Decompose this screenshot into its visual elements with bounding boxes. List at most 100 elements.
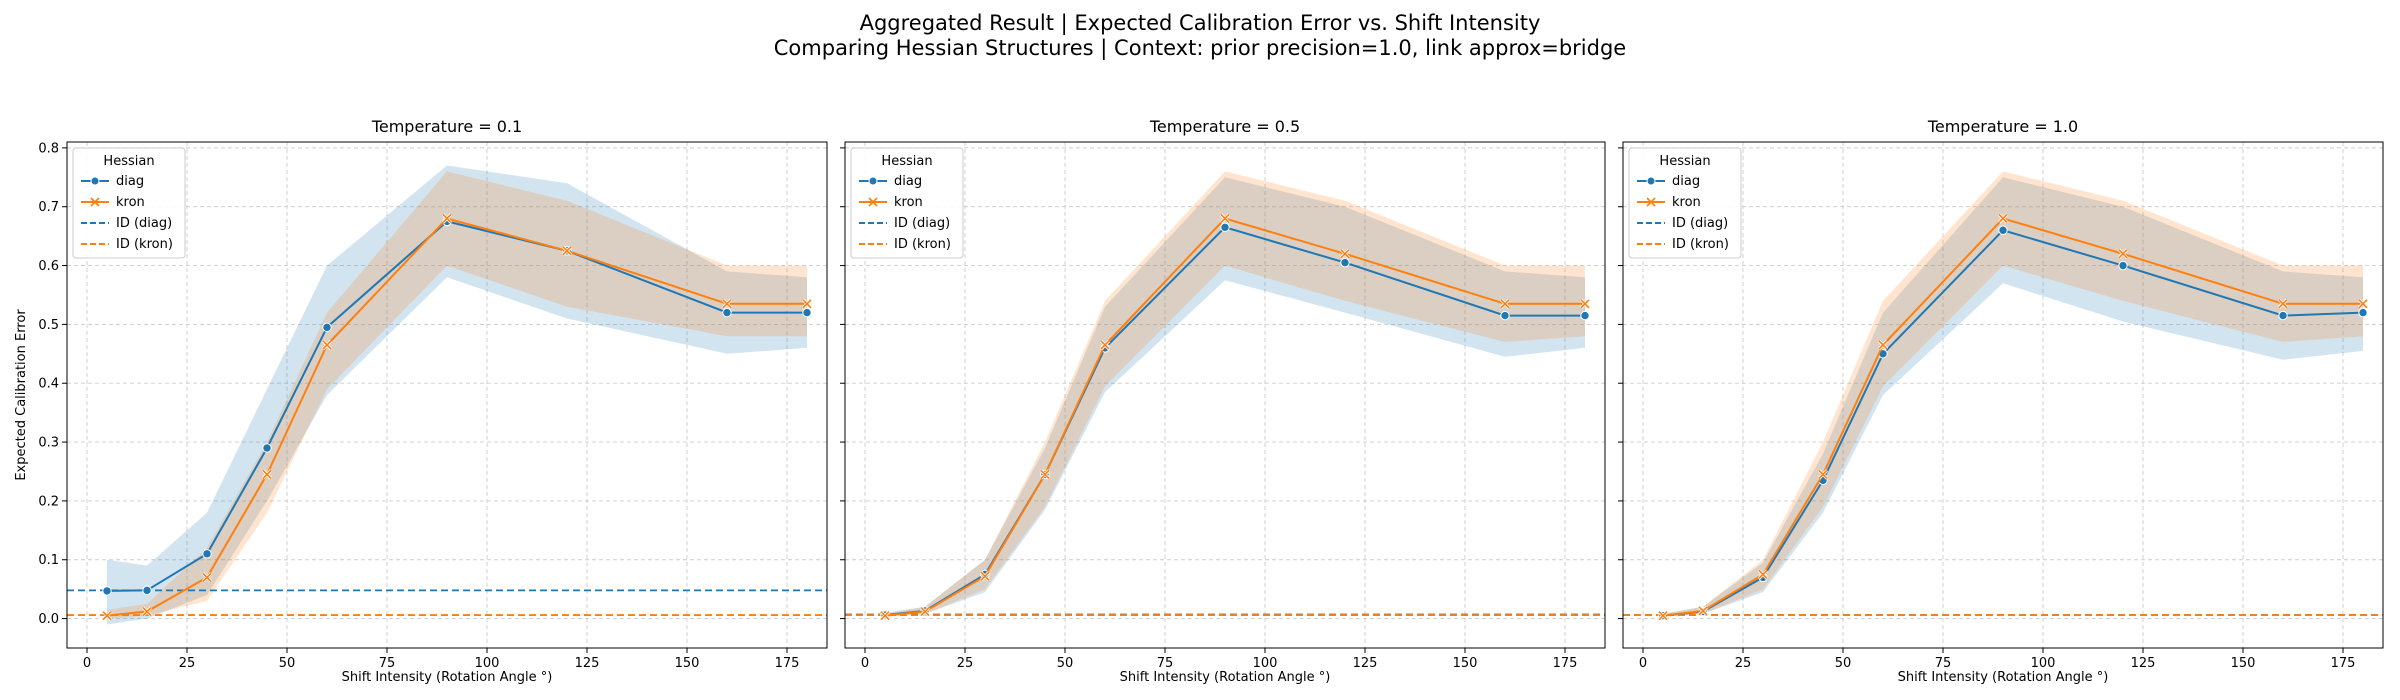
data-point-kron: [1997, 213, 2009, 224]
confidence-band-diag: [885, 177, 1585, 617]
marker-cross: [980, 571, 990, 581]
x-tick-label: 75: [1157, 656, 1174, 671]
data-point-kron: [1877, 339, 1889, 351]
x-axis-label: Shift Intensity (Rotation Angle °): [1898, 670, 2109, 685]
data-point-diag: [1998, 225, 2008, 235]
chart-panel-2: 0 25 50 75 100 125 150 175 Temperature = 0.5 Shif…: [840, 117, 1606, 685]
x-tick-label: 150: [2231, 656, 2256, 671]
data-point-kron: [1697, 605, 1709, 617]
data-point-kron: [2117, 248, 2129, 259]
y-tick-label: 0.6: [38, 259, 59, 274]
marker-cross: [442, 213, 452, 224]
x-tick-label: 100: [1253, 656, 1278, 671]
axes-frame: [66, 141, 828, 649]
data-point-kron: [1817, 469, 1829, 480]
marker-cross: [880, 611, 890, 621]
x-tick-label: 100: [475, 656, 500, 671]
panel-title: Temperature = 0.5: [1149, 117, 1300, 136]
legend-marker-cross: [1646, 197, 1656, 207]
plot-area: [67, 165, 827, 625]
x-tick-label: 100: [2031, 656, 2056, 671]
y-tick-label: 0.3: [38, 436, 59, 451]
data-point-kron: [1579, 298, 1591, 309]
y-tick-label: 0.4: [38, 377, 59, 392]
data-point-diag: [262, 443, 272, 453]
marker-cross: [2278, 299, 2288, 309]
plot-area: [1623, 171, 2383, 621]
x-tick-label: 175: [775, 656, 800, 671]
x-tick-label: 50: [1057, 656, 1074, 671]
marker-cross: [1998, 213, 2008, 224]
data-point-kron: [261, 469, 273, 480]
legend-entry-label: ID (kron): [894, 237, 951, 252]
y-tick-label: 0.8: [38, 141, 59, 156]
data-point-kron: [721, 298, 733, 309]
marker-cross: [1818, 469, 1828, 479]
legend-title: Hessian: [1659, 154, 1710, 169]
y-tick-label: 0.1: [38, 553, 59, 568]
data-point-kron: [1099, 339, 1111, 351]
legend-box: [72, 147, 186, 259]
figure-title-line2: Comparing Hessian Structures | Context: …: [774, 36, 1626, 61]
x-tick-label: 125: [575, 656, 600, 671]
data-point-kron: [441, 213, 453, 224]
chart-panels: 0 25 50 75 100 125 150 175 0.0 0.1 0.2 0.3 0.4 0.5 0.6…: [14, 117, 2384, 685]
figure-title-line1: Aggregated Result | Expected Calibration…: [860, 11, 1541, 36]
legend-box: [850, 147, 964, 259]
legend-marker-circle: [868, 176, 878, 186]
legend: Hessian diag kron ID (diag) ID (kron): [1628, 147, 1742, 259]
legend-title: Hessian: [881, 154, 932, 169]
x-tick-label: 25: [957, 656, 974, 671]
data-point-diag: [1340, 257, 1350, 268]
x-tick-label: 25: [179, 656, 196, 671]
x-tick-label: 25: [1735, 656, 1752, 671]
data-point-diag: [2118, 260, 2128, 271]
marker-cross: [1500, 299, 1510, 309]
x-axis-label: Shift Intensity (Rotation Angle °): [342, 670, 553, 685]
marker-cross: [1580, 299, 1590, 309]
data-point-diag: [102, 586, 112, 596]
legend-marker-circle: [1646, 176, 1656, 186]
x-tick-label: 150: [675, 656, 700, 671]
marker-cross: [322, 340, 332, 350]
y-tick-label: 0.7: [38, 200, 59, 215]
data-point-diag: [2278, 310, 2288, 321]
x-tick-label: 175: [1553, 656, 1578, 671]
data-point-diag: [1220, 222, 1230, 233]
data-point-kron: [141, 606, 153, 617]
x-tick-label: 125: [2131, 656, 2156, 671]
confidence-band-kron: [107, 171, 807, 619]
marker-cross: [202, 572, 212, 582]
marker-cross: [1340, 249, 1350, 259]
marker-cross: [802, 299, 812, 309]
x-tick-label: 150: [1453, 656, 1478, 671]
data-point-kron: [1757, 569, 1769, 580]
data-point-kron: [919, 606, 931, 617]
marker-cross: [2118, 249, 2128, 259]
data-point-kron: [2277, 298, 2289, 309]
marker-cross: [1658, 611, 1668, 621]
confidence-band-diag: [107, 165, 807, 625]
legend-entry-label: kron: [1672, 195, 1701, 210]
x-tick-label: 50: [279, 656, 296, 671]
x-axis-label: Shift Intensity (Rotation Angle °): [1120, 670, 1331, 685]
legend-box: [1628, 147, 1742, 259]
confidence-band-diag: [1663, 177, 2363, 617]
legend-entry-label: kron: [894, 195, 923, 210]
y-tick-label: 0.2: [38, 494, 59, 509]
data-point-kron: [1219, 213, 1231, 224]
x-tick-label: 0: [1639, 656, 1647, 671]
confidence-band-kron: [1663, 171, 2363, 617]
x-tick-label: 75: [379, 656, 396, 671]
marker-cross: [562, 246, 572, 256]
legend: Hessian diag kron ID (diag) ID (kron): [72, 147, 186, 259]
data-point-kron: [1039, 469, 1051, 480]
data-point-diag: [322, 322, 332, 333]
data-point-kron: [2357, 298, 2369, 309]
data-point-kron: [1499, 298, 1511, 309]
data-point-kron: [201, 572, 213, 583]
marker-cross: [1758, 569, 1768, 580]
data-point-diag: [722, 307, 732, 318]
legend-entry-label: diag: [894, 174, 922, 189]
